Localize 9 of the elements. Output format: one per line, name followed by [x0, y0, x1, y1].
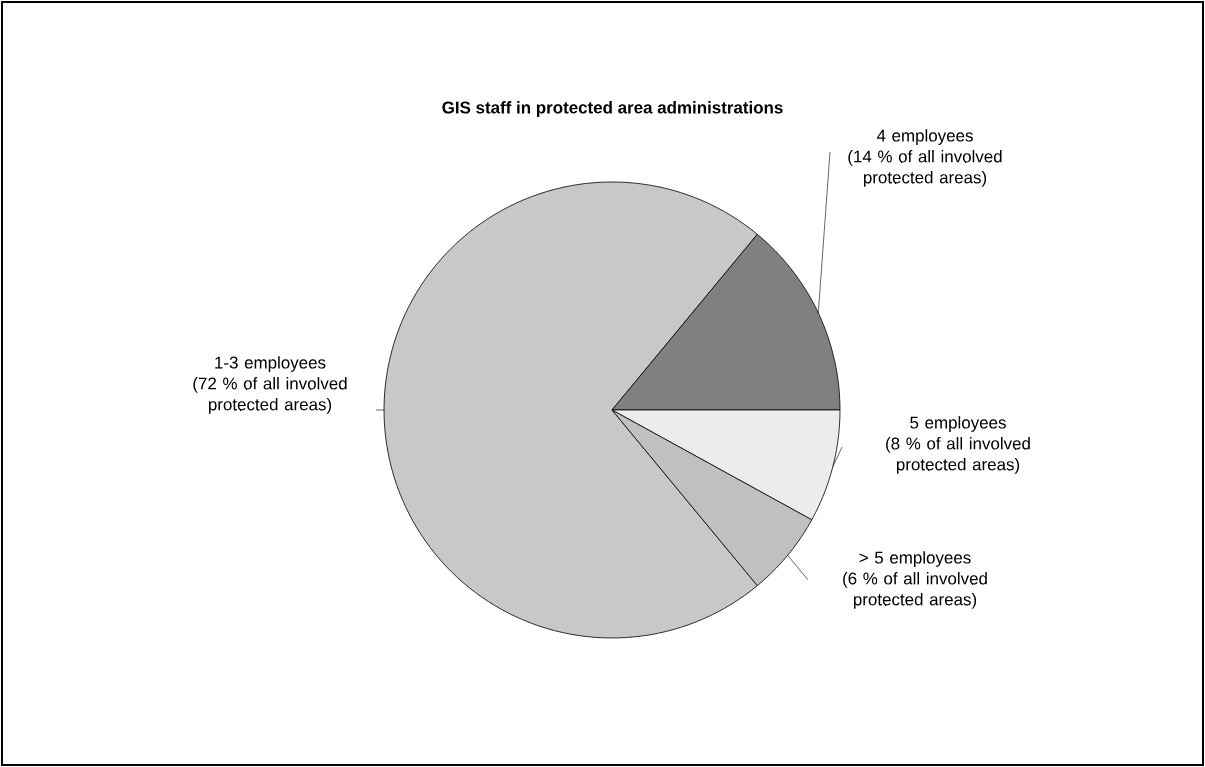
chart-title: GIS staff in protected area administrations [442, 101, 783, 117]
slice-label: 4 employees [876, 129, 973, 145]
slice-label: 1-3 employees [215, 356, 326, 372]
data-label: (14 % of all involved protected areas) [848, 150, 1002, 187]
slice-label: 5 employees [910, 416, 1006, 432]
data-label: (8 % of all involved protected areas) [886, 437, 1030, 474]
data-label: (72 % of all involved protected areas) [193, 377, 347, 414]
data-label: (6 % of all involved protected areas) [843, 572, 987, 609]
slice-label: > 5 employees [859, 551, 971, 567]
